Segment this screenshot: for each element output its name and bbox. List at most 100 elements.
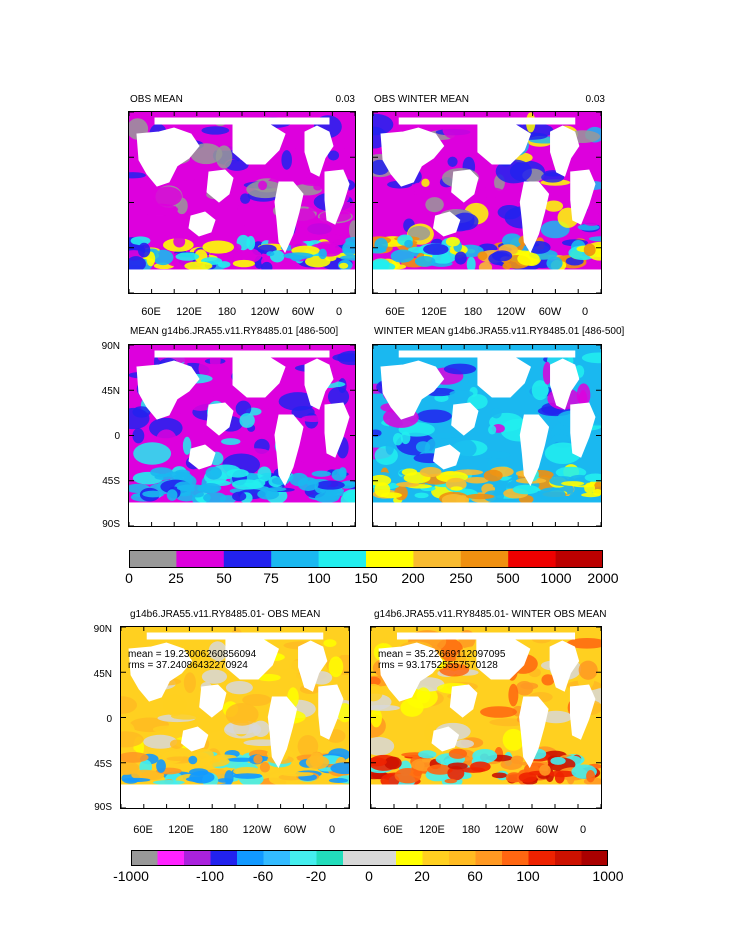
land-mask bbox=[188, 444, 216, 470]
colorbar-swatch bbox=[396, 850, 423, 866]
colorbar-swatch bbox=[581, 850, 608, 866]
land-mask bbox=[298, 640, 328, 692]
land-mask bbox=[188, 211, 216, 237]
colorbar-swatch bbox=[413, 550, 462, 568]
colorbar-tick: 20 bbox=[414, 868, 430, 884]
land-mask bbox=[154, 350, 330, 358]
colorbar-tick: 500 bbox=[496, 570, 520, 586]
colorbar-border bbox=[129, 550, 603, 568]
land-mask bbox=[232, 119, 286, 165]
colorbar-tick: 250 bbox=[449, 570, 473, 586]
colorbar-tick: 0 bbox=[125, 570, 133, 586]
colorbar-swatch bbox=[318, 550, 367, 568]
lon-label: 180 bbox=[217, 306, 237, 318]
colorbar-tick: 100 bbox=[516, 868, 540, 884]
lon-label: 120W bbox=[250, 306, 280, 318]
land-mask bbox=[304, 358, 334, 410]
lat-label: 90N bbox=[101, 341, 120, 352]
colorbar-tick: -1000 bbox=[113, 868, 149, 884]
land-mask bbox=[180, 726, 209, 752]
lon-label: 0 bbox=[328, 824, 336, 836]
land-mask bbox=[550, 125, 580, 177]
land-mask bbox=[570, 402, 596, 458]
lon-label: 60W bbox=[535, 824, 559, 836]
land-mask bbox=[476, 634, 531, 680]
land-mask bbox=[477, 352, 531, 398]
colorbar-tick: 60 bbox=[467, 868, 483, 884]
lon-label: 120E bbox=[168, 824, 194, 836]
land-mask bbox=[136, 360, 200, 420]
map-panel-diff-winter-mean bbox=[370, 626, 602, 809]
lon-label: 180 bbox=[463, 306, 483, 318]
lat-label: 0 bbox=[106, 714, 112, 725]
land-mask bbox=[477, 119, 531, 165]
land-mask bbox=[199, 684, 227, 718]
panel-1-corner-value: 0.03 bbox=[335, 94, 355, 105]
mean-stat: mean = 35.22669112097095 bbox=[378, 649, 506, 660]
lon-label: 60E bbox=[383, 824, 403, 836]
land-mask bbox=[154, 117, 330, 125]
panel-2-title: OBS WINTER MEAN bbox=[374, 94, 470, 105]
lat-label: 45S bbox=[102, 476, 120, 487]
rms-stat: rms = 93.17525557570128 bbox=[378, 660, 498, 671]
land-mask bbox=[398, 117, 576, 125]
land-mask bbox=[519, 696, 549, 769]
lon-label: 180 bbox=[461, 824, 481, 836]
land-mask bbox=[206, 402, 234, 436]
lon-label: 0 bbox=[579, 824, 587, 836]
colorbar-swatch bbox=[555, 850, 582, 866]
colorbar-swatch bbox=[502, 850, 529, 866]
rms-stat: rms = 37.24086432270924 bbox=[128, 660, 248, 671]
lat-label: 90S bbox=[94, 802, 112, 813]
colorbar-tick: -60 bbox=[252, 868, 274, 884]
panel-5-title: g14b6.JRA55.v11.RY8485.01- OBS MEAN bbox=[130, 609, 321, 620]
colorbar-swatch bbox=[316, 850, 344, 866]
colorbar-swatch bbox=[223, 550, 272, 568]
land-mask bbox=[225, 634, 279, 680]
lon-axis-row1: 60E 120E 180 120W 60W 0 60E 120E 180 120… bbox=[0, 306, 733, 320]
lon-axis-row3: 60E 120E 180 120W 60W 0 60E 120E 180 120… bbox=[0, 824, 733, 838]
map-panel-obs-mean bbox=[128, 111, 356, 294]
colorbar-swatch bbox=[131, 850, 158, 866]
panel-3-title: MEAN g14b6.JRA55.v11.RY8485.01 [486-500] bbox=[130, 326, 339, 337]
land-mask bbox=[432, 444, 461, 470]
land-mask bbox=[232, 352, 286, 398]
land-mask bbox=[550, 358, 580, 410]
lat-label: 45S bbox=[94, 759, 112, 770]
colorbar-swatch bbox=[366, 550, 414, 568]
map-panel-model-winter-mean bbox=[372, 344, 602, 527]
land-mask bbox=[380, 127, 445, 187]
lon-label: 120W bbox=[494, 824, 524, 836]
lon-label: 120W bbox=[242, 824, 272, 836]
colorbar-tick: 0 bbox=[365, 868, 373, 884]
lon-label: 60W bbox=[291, 306, 315, 318]
land-mask bbox=[519, 181, 550, 254]
land-mask bbox=[146, 632, 324, 640]
colorbar-tick: 1000 bbox=[540, 570, 572, 586]
lat-label: 0 bbox=[114, 431, 120, 442]
colorbar-swatch bbox=[555, 550, 603, 568]
land-mask bbox=[274, 181, 304, 254]
land-mask bbox=[380, 360, 445, 420]
land-mask bbox=[128, 642, 193, 702]
land-mask bbox=[324, 402, 350, 458]
map-panel-diff-mean bbox=[120, 626, 350, 809]
map-panel-model-mean bbox=[128, 344, 356, 527]
lon-label: 0 bbox=[335, 306, 343, 318]
colorbar-bottom bbox=[131, 850, 608, 866]
lat-label: 45N bbox=[101, 386, 120, 397]
colorbar-border bbox=[131, 850, 608, 866]
land-mask bbox=[549, 640, 580, 692]
colorbar-tick: -20 bbox=[305, 868, 327, 884]
lon-label: 120W bbox=[496, 306, 526, 318]
colorbar-swatch bbox=[237, 850, 264, 866]
land-mask bbox=[136, 127, 200, 187]
colorbar-top bbox=[129, 550, 603, 568]
colorbar-swatch bbox=[422, 850, 450, 866]
land-mask bbox=[432, 211, 461, 237]
land-mask bbox=[304, 125, 334, 177]
panel-6-title: g14b6.JRA55.v11.RY8485.01- WINTER OBS ME… bbox=[374, 609, 607, 620]
lon-label: 180 bbox=[209, 824, 229, 836]
lon-label: 120E bbox=[176, 306, 202, 318]
land-mask bbox=[570, 169, 596, 225]
